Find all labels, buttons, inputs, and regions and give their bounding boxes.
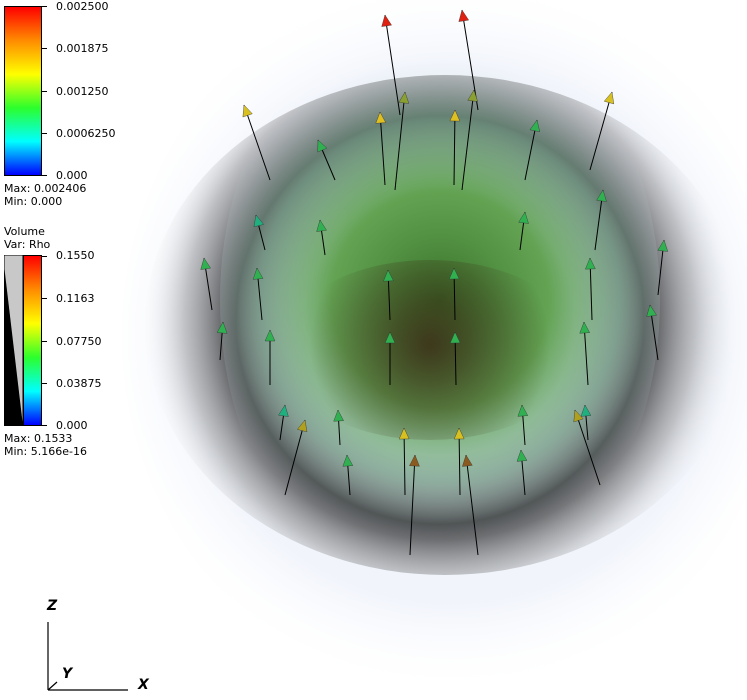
volume-tick-label: 0.03875 [56, 377, 102, 390]
velocity-glyph-head [264, 329, 276, 342]
velocity-glyph-shaft [574, 409, 601, 486]
z-axis-label: Z [47, 598, 58, 614]
velocity-glyph-head [316, 219, 327, 232]
volume-max-label: Max: 0.1533 [4, 432, 73, 445]
velocity-glyph-head [518, 211, 529, 224]
velocity-glyph-head [529, 119, 541, 133]
tick-mark [42, 175, 47, 176]
velocity-glyph-head [333, 409, 344, 422]
volume-tick-label: 0.1550 [56, 249, 95, 262]
velocity-glyph-head [375, 111, 387, 124]
velocity-glyph-shaft [379, 111, 386, 186]
velocity-glyph-head [516, 449, 528, 462]
velocity-glyph-head [242, 104, 253, 118]
velocity-glyph-head [409, 454, 420, 467]
velocity-glyph-head [253, 214, 264, 228]
velocity-glyph-head [398, 427, 410, 440]
velocity-glyph-shaft [461, 9, 479, 111]
tick-mark [42, 256, 47, 257]
velocity-glyph-shaft [409, 454, 416, 556]
velocity-tick-label: 0.001875 [56, 42, 109, 55]
velocity-glyph-shaft [384, 14, 401, 116]
volume-colorbar [23, 255, 42, 426]
y-axis-line [47, 681, 58, 691]
velocity-glyph-head [278, 404, 289, 417]
velocity-glyph-head [252, 267, 264, 280]
volume-tick-label: 0.000 [56, 419, 88, 432]
velocity-glyph-head [449, 109, 461, 122]
velocity-glyph-shaft [453, 109, 456, 186]
velocity-glyph-head [453, 427, 465, 440]
velocity-glyph-shaft [243, 104, 271, 181]
velocity-glyph-shaft [284, 419, 306, 496]
velocity-glyph-head [646, 304, 657, 317]
volume-tick-label: 0.07750 [56, 335, 102, 348]
volume-min-label: Min: 5.166e-16 [4, 445, 87, 458]
velocity-glyph-head [585, 257, 596, 270]
velocity-glyph-head [317, 139, 328, 153]
velocity-glyph-shaft [461, 89, 475, 191]
velocity-glyph-shaft [589, 91, 613, 171]
velocity-glyph-head [448, 267, 460, 280]
y-axis-label: Y [62, 666, 73, 682]
velocity-min-label: Min: 0.000 [4, 195, 63, 208]
velocity-glyph-head [579, 321, 591, 334]
velocity-glyph-head [573, 409, 584, 423]
velocity-glyph-head [596, 189, 607, 202]
tick-mark [42, 341, 47, 342]
volume-brown-center [280, 260, 580, 440]
velocity-glyph-head [458, 9, 470, 22]
velocity-glyph-head [462, 454, 473, 467]
tick-mark [42, 425, 47, 426]
velocity-glyph-head [467, 89, 478, 102]
tick-mark [42, 48, 47, 49]
velocity-glyph-head [398, 91, 410, 104]
velocity-max-label: Max: 0.002406 [4, 182, 87, 195]
tick-mark [42, 298, 47, 299]
velocity-tick-label: 0.0006250 [56, 127, 116, 140]
x-axis-label: X [138, 677, 149, 693]
velocity-glyph-head [216, 321, 228, 334]
velocity-glyph-head [657, 239, 669, 252]
velocity-colorbar [4, 6, 42, 176]
velocity-tick-label: 0.000 [56, 169, 88, 182]
velocity-glyph-shaft [394, 91, 406, 191]
velocity-glyphs [200, 9, 669, 556]
velocity-glyph-head [384, 331, 396, 344]
orientation-axes [47, 622, 128, 691]
velocity-glyph-head [580, 404, 592, 417]
volume-var-label: Var: Rho [4, 238, 51, 251]
tick-mark [42, 91, 47, 92]
tick-mark [42, 133, 47, 134]
opacity-transfer-ramp [4, 255, 23, 426]
velocity-glyph-head [517, 404, 529, 417]
velocity-glyph-head [381, 14, 392, 27]
volume-tick-label: 0.1163 [56, 292, 95, 305]
velocity-tick-label: 0.002500 [56, 0, 109, 13]
velocity-glyph-head [449, 331, 461, 344]
velocity-glyph-shaft [465, 454, 479, 556]
velocity-glyph-head [296, 419, 308, 433]
velocity-glyph-head [200, 257, 211, 270]
velocity-glyph-head [383, 269, 394, 282]
tick-mark [42, 6, 47, 7]
volume-legend-title: Volume [4, 225, 45, 238]
velocity-glyph-head [603, 91, 615, 105]
velocity-tick-label: 0.001250 [56, 85, 109, 98]
velocity-glyph-head [342, 454, 354, 467]
tick-mark [42, 383, 47, 384]
